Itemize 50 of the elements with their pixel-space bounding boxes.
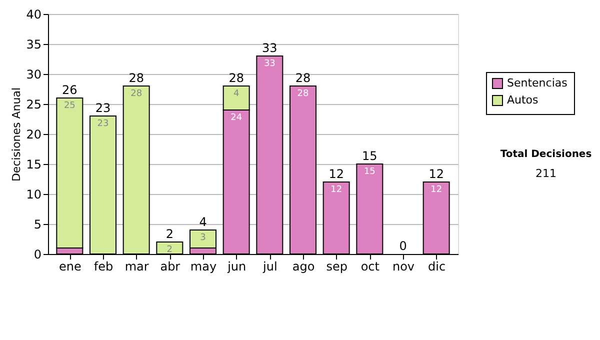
total-label: 12 — [428, 167, 444, 181]
total-label: 15 — [362, 149, 378, 163]
y-tick-label: 30 — [26, 68, 42, 82]
x-tick-label: abr — [160, 260, 180, 274]
data-label: 24 — [230, 113, 242, 123]
x-tick-label: oct — [360, 260, 380, 274]
y-tick-label: 20 — [26, 128, 42, 142]
data-label: 28 — [130, 89, 142, 99]
x-tick-label: jun — [226, 260, 246, 274]
data-label: 4 — [233, 89, 240, 99]
x-tick-label: ago — [292, 260, 315, 274]
x-tick-label: sep — [326, 260, 348, 274]
data-label: 12 — [430, 185, 442, 195]
total-label: 28 — [295, 71, 311, 85]
legend-label: Autos — [507, 94, 539, 106]
total-label: 28 — [128, 71, 144, 85]
x-tick-label: feb — [94, 260, 114, 274]
data-label: 25 — [64, 101, 76, 111]
y-tick-label: 5 — [34, 218, 42, 232]
legend-label: Sentencias — [507, 76, 568, 90]
data-label: 23 — [97, 119, 109, 129]
x-tick-label: ene — [58, 260, 82, 274]
x-tick-label: may — [190, 260, 217, 274]
total-label: 0 — [399, 239, 407, 253]
text: 211 — [536, 167, 556, 180]
data-label: 33 — [264, 59, 276, 69]
total-label: 4 — [199, 215, 207, 229]
y-tick-label: 25 — [26, 98, 42, 112]
total-label: 2 — [166, 227, 174, 241]
data-label: 15 — [364, 167, 376, 177]
y-tick-label: 40 — [26, 8, 42, 22]
total-label: 26 — [62, 83, 78, 97]
x-tick-label: nov — [392, 260, 415, 274]
x-tick-label: dic — [428, 260, 446, 274]
total-label: 28 — [228, 71, 244, 85]
y-tick-label: 0 — [34, 248, 42, 262]
data-label: 12 — [330, 185, 342, 195]
data-label: 3 — [200, 233, 206, 243]
text: Total Decisiones — [500, 149, 592, 160]
data-label: 2 — [166, 245, 173, 255]
total-label: 33 — [262, 41, 278, 55]
x-tick-label: jul — [262, 260, 278, 274]
y-tick-label: 10 — [26, 188, 42, 202]
data-label: 28 — [297, 89, 309, 99]
x-tick-label: mar — [124, 260, 149, 274]
y-axis-title: Decisiones Anual — [10, 87, 24, 182]
total-label: 23 — [95, 101, 111, 115]
total-label: 12 — [328, 167, 344, 181]
y-tick-label: 35 — [26, 38, 42, 52]
y-tick-label: 15 — [26, 158, 42, 172]
